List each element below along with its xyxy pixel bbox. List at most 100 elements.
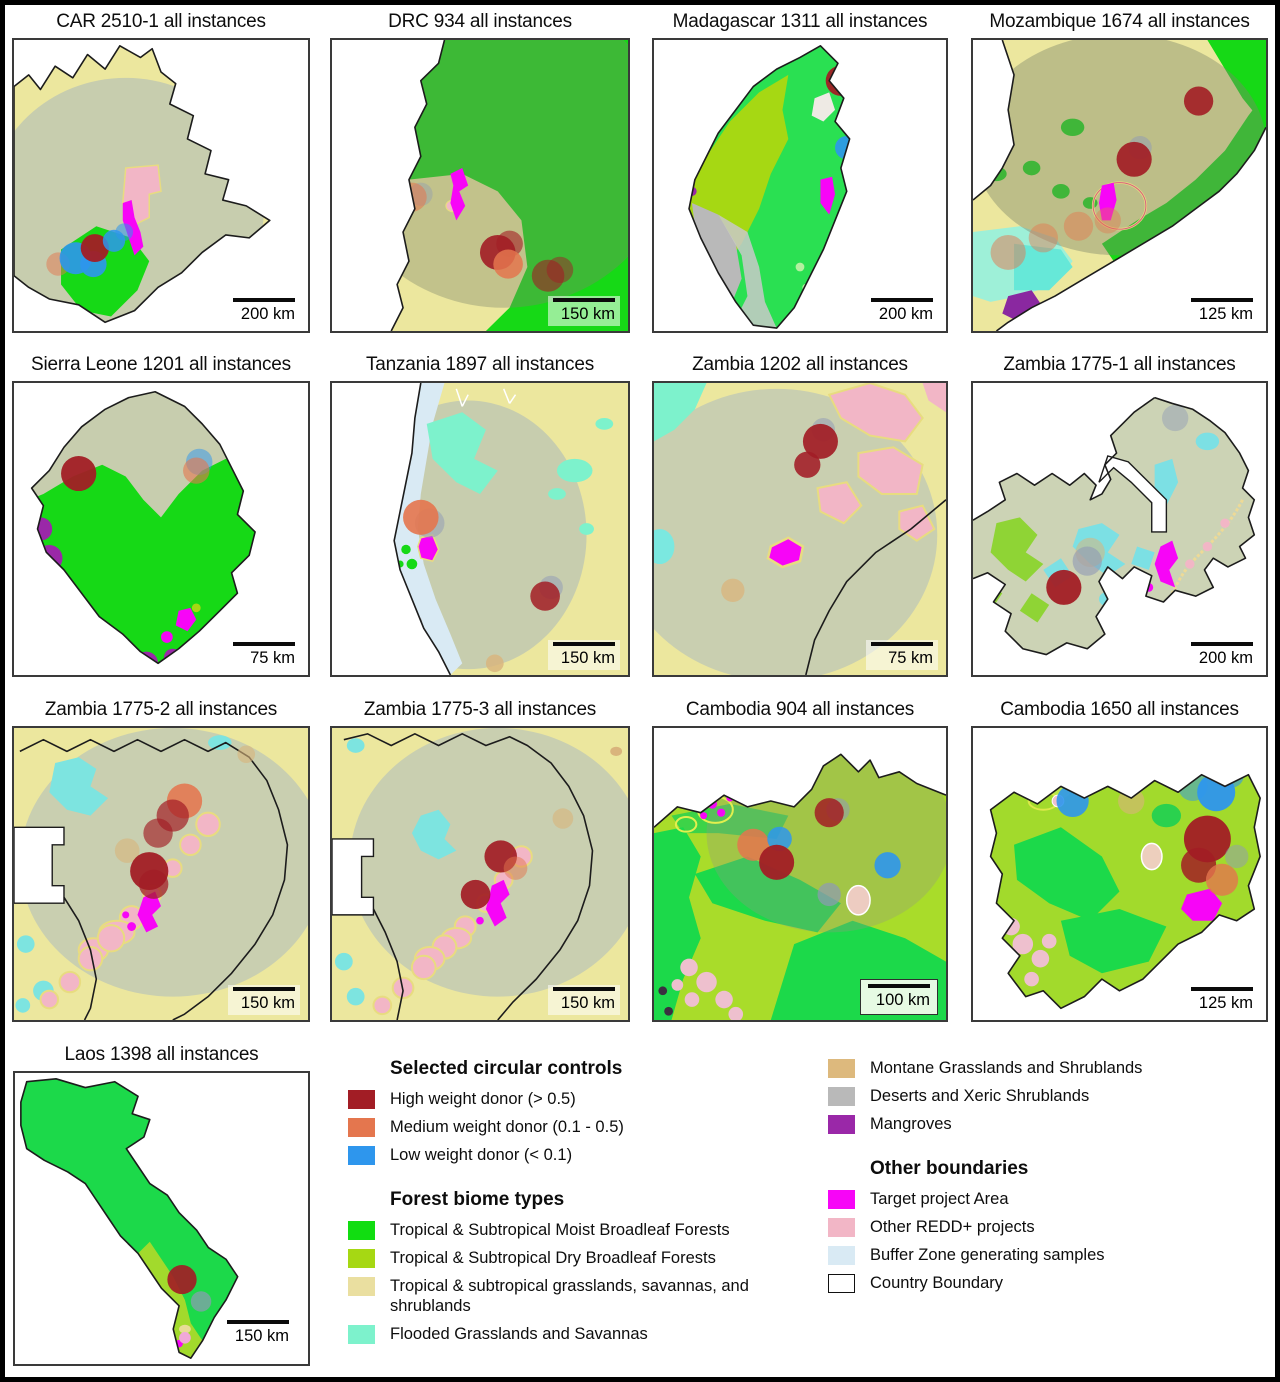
donor-circle-tan: [237, 745, 256, 764]
biome-dry-forest: [1019, 593, 1050, 623]
donor-circle-medium: [183, 457, 210, 484]
legend-item: Medium weight donor (0.1 - 0.5): [348, 1117, 793, 1137]
biome-dry-forest: [990, 517, 1044, 582]
other-redd-project: [1185, 559, 1195, 569]
map-canvas: [14, 383, 308, 675]
target-project-area: [137, 891, 161, 933]
panel-title: Madagascar 1311 all instances: [672, 11, 928, 32]
legend-item: Montane Grasslands and Shrublands: [828, 1058, 1268, 1078]
panel-cambodia-904: Cambodia 904 all instances: [652, 696, 948, 1022]
biome-patch: [401, 544, 411, 555]
scale-bar: 125 km: [1186, 985, 1258, 1015]
scale-label: 150 km: [560, 649, 615, 667]
legend-swatch: [348, 1118, 375, 1137]
legend-label: Low weight donor (< 0.1): [390, 1146, 573, 1164]
biome-grassland: [391, 173, 528, 331]
donor-circle-medium: [990, 234, 1026, 270]
panel-title: Zambia 1775-3 all instances: [363, 699, 597, 720]
donor-circle-tan: [721, 578, 745, 602]
legend-item: Low weight donor (< 0.1): [348, 1145, 793, 1165]
legend-swatch: [348, 1090, 375, 1109]
map-box: 150 km: [12, 726, 310, 1022]
donor-circle-high: [802, 423, 838, 459]
legend-label: Tropical & Subtropical Moist Broadleaf F…: [390, 1221, 730, 1239]
donor-circle-medium: [737, 828, 770, 861]
biome-flooded-grassland: [49, 757, 109, 816]
scale-label: 200 km: [1198, 649, 1253, 667]
scale-bar: 150 km: [222, 1318, 294, 1348]
legend-column-right: Montane Grasslands and Shrublands Deserts…: [828, 1058, 1268, 1317]
biome-mangrove: [711, 275, 719, 283]
scale-bar-line: [1191, 642, 1253, 646]
legend-label: Medium weight donor (0.1 - 0.5): [390, 1118, 624, 1136]
panel-zambia-1202: Zambia 1202 all instances 75 km: [652, 351, 948, 677]
map-canvas: [654, 383, 946, 675]
legend-item: Tropical & Subtropical Moist Broadleaf F…: [348, 1220, 793, 1240]
legend-swatch: [828, 1059, 855, 1078]
donor-circles: [46, 223, 134, 278]
biome-montane: [610, 746, 623, 757]
target-project-area: [485, 879, 510, 927]
legend-swatch: [828, 1115, 855, 1134]
map-canvas: [654, 40, 946, 331]
scale-bar-line: [233, 298, 295, 302]
biome-mangrove: [1002, 290, 1044, 323]
biome-mangrove: [705, 131, 714, 141]
other-redd-project: [1041, 933, 1057, 949]
donor-circle-high: [1183, 86, 1214, 116]
scale-bar-line: [553, 987, 615, 991]
map-box: 200 km: [652, 38, 948, 333]
scale-label: 125 km: [1198, 994, 1253, 1012]
legend-item: High weight donor (> 0.5): [348, 1089, 793, 1109]
scale-label: 150 km: [240, 994, 295, 1012]
panel-cambodia-1650: Cambodia 1650 all instances: [971, 696, 1268, 1022]
biome-mangrove: [31, 496, 41, 515]
panel-title: CAR 2510-1 all instances: [56, 11, 266, 32]
other-redd-project: [858, 447, 922, 494]
scale-bar-line: [868, 984, 930, 988]
biome-flooded-grassland: [411, 809, 457, 860]
biome-desert: [691, 202, 742, 308]
map-canvas: [654, 728, 946, 1020]
donor-circle-high: [61, 456, 97, 492]
biome-flooded-grassland: [1131, 546, 1155, 570]
biome-mangrove: [100, 638, 128, 664]
river-marks: [456, 389, 515, 407]
panel-car-2510-1: CAR 2510-1 all instances 200 km: [12, 8, 310, 333]
buffer-zone: [391, 40, 628, 308]
legend-item: Flooded Grasslands and Savannas: [348, 1324, 793, 1344]
biome-moist-forest: [694, 856, 841, 933]
map-canvas: [332, 383, 628, 675]
map-box: 150 km: [13, 1071, 310, 1366]
legend-swatch: [348, 1325, 375, 1344]
panel-title: Cambodia 904 all instances: [685, 699, 915, 720]
donor-circle-high: [546, 256, 574, 283]
target-project-area: [122, 200, 144, 256]
scale-bar: 200 km: [1186, 640, 1258, 670]
biome-moist-forest: [1014, 827, 1120, 921]
panel-title: DRC 934 all instances: [388, 11, 572, 32]
legend-block: Forest biome types Tropical & Subtropical…: [348, 1189, 793, 1344]
other-redd-project: [1024, 971, 1039, 987]
panel-title: Zambia 1775-1 all instances: [1003, 354, 1236, 375]
coast-speck: [664, 1006, 673, 1016]
panel-title: Laos 1398 all instances: [64, 1044, 259, 1065]
legend-swatch: [348, 1221, 375, 1240]
donor-circle-medium: [493, 249, 523, 279]
donor-circles: [114, 745, 256, 899]
panel-title: Tanzania 1897 all instances: [365, 354, 595, 375]
donor-circle-high: [825, 65, 850, 96]
biome-flooded-grassland: [334, 952, 353, 971]
coast-speck: [992, 957, 1001, 966]
biome-flooded-grassland: [654, 383, 707, 442]
panel-zambia-1775-1: Zambia 1775-1 all instances: [971, 351, 1268, 677]
other-redd-project: [1031, 949, 1050, 968]
other-redd-project: [715, 990, 733, 1009]
donor-circle-low: [874, 852, 901, 879]
legend-label: Buffer Zone generating samples: [870, 1246, 1105, 1264]
biome-patch: [191, 603, 201, 613]
map-box: 125 km: [971, 38, 1268, 333]
donor-circle-high: [759, 844, 795, 880]
legend-heading: Forest biome types: [390, 1189, 565, 1210]
donor-circle-low: [1056, 784, 1089, 818]
